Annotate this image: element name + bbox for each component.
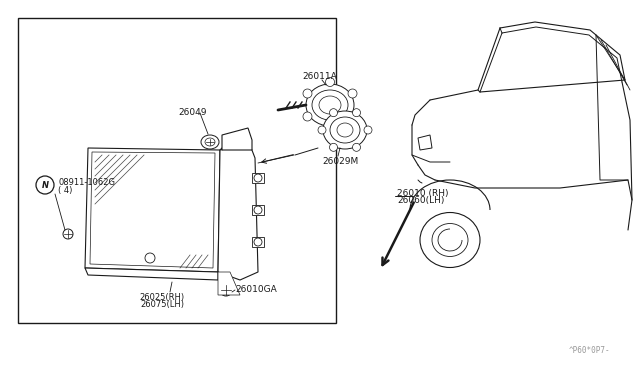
Polygon shape (222, 128, 252, 150)
Ellipse shape (432, 224, 468, 257)
Text: 26025(RH): 26025(RH) (140, 293, 184, 302)
Text: 08911-1062G: 08911-1062G (58, 177, 115, 186)
Circle shape (145, 253, 155, 263)
Text: 26010GA: 26010GA (235, 285, 276, 295)
Circle shape (348, 89, 357, 98)
Circle shape (220, 284, 232, 296)
Circle shape (330, 143, 337, 151)
Circle shape (303, 112, 312, 121)
Circle shape (353, 143, 360, 151)
Ellipse shape (306, 84, 354, 126)
Ellipse shape (337, 123, 353, 137)
Circle shape (303, 89, 312, 98)
Text: 26060(LH): 26060(LH) (397, 196, 444, 205)
Ellipse shape (319, 96, 341, 114)
Polygon shape (418, 135, 432, 150)
Text: 26010 (RH): 26010 (RH) (397, 189, 449, 198)
Text: 26029M: 26029M (322, 157, 358, 166)
Ellipse shape (420, 212, 480, 267)
Circle shape (326, 124, 335, 132)
Ellipse shape (330, 117, 360, 143)
Bar (252, 205, 264, 215)
Bar (252, 173, 264, 183)
Polygon shape (218, 272, 240, 295)
Circle shape (348, 112, 357, 121)
Polygon shape (220, 140, 250, 151)
Ellipse shape (323, 111, 367, 149)
Text: N: N (42, 180, 49, 189)
Circle shape (254, 238, 262, 246)
Bar (252, 237, 264, 247)
Ellipse shape (201, 135, 219, 149)
Text: 26049: 26049 (179, 108, 207, 117)
Circle shape (36, 176, 54, 194)
Polygon shape (218, 145, 258, 280)
Polygon shape (85, 148, 220, 272)
Circle shape (353, 109, 360, 117)
Bar (18, 18, 336, 323)
Polygon shape (90, 152, 215, 268)
Ellipse shape (205, 138, 215, 146)
Text: 26011A: 26011A (303, 72, 337, 81)
Text: ( 4): ( 4) (58, 186, 72, 195)
Text: ^P60*0P7-: ^P60*0P7- (568, 346, 610, 355)
Circle shape (254, 206, 262, 214)
Circle shape (330, 109, 337, 117)
Circle shape (326, 77, 335, 87)
Circle shape (318, 126, 326, 134)
Ellipse shape (312, 90, 348, 120)
Circle shape (254, 174, 262, 182)
Circle shape (364, 126, 372, 134)
Polygon shape (85, 268, 218, 280)
Circle shape (63, 229, 73, 239)
Text: 26075(LH): 26075(LH) (140, 300, 184, 309)
